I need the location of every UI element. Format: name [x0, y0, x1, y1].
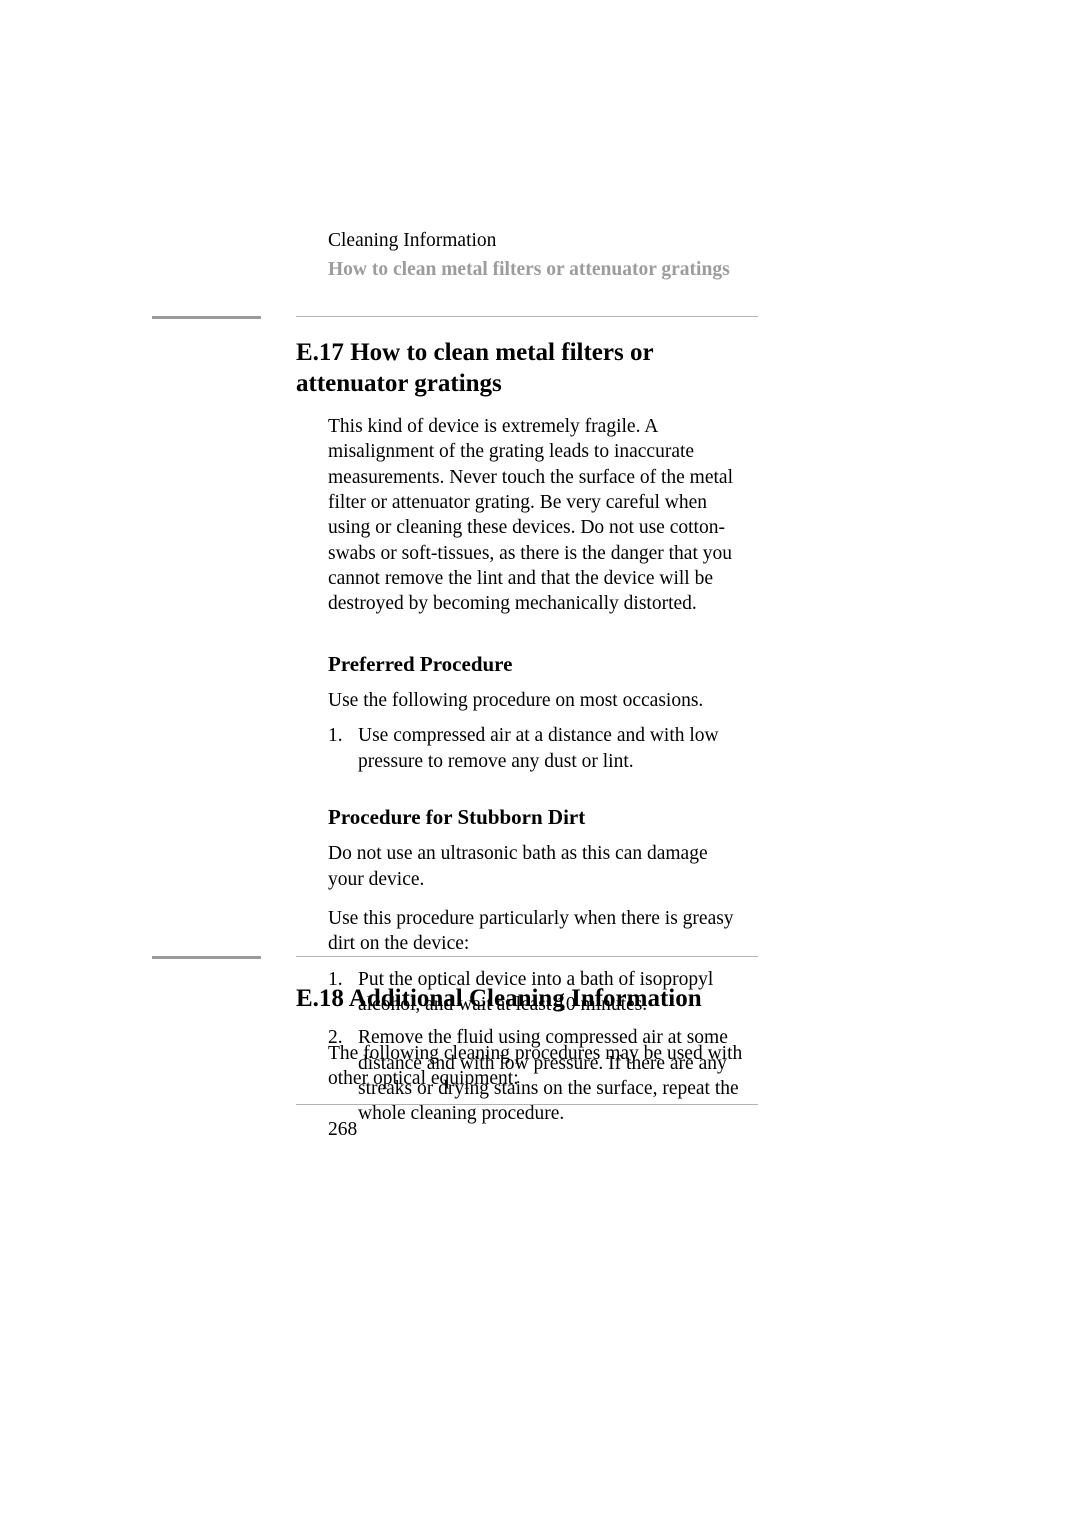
section-number: E.18 [296, 985, 344, 1012]
running-header: Cleaning Information How to clean metal … [328, 228, 730, 283]
section-title: Additional Cleaning Information [349, 985, 702, 1012]
section-rule [296, 316, 758, 317]
section-heading-e18: E.18 Additional Cleaning Information [296, 984, 756, 1015]
preferred-lead: Use the following procedure on most occa… [328, 688, 743, 713]
section-e17-body: This kind of device is extremely fragile… [328, 414, 743, 1135]
section-rule [296, 956, 758, 957]
preferred-heading: Preferred Procedure [328, 651, 743, 678]
header-chapter: Cleaning Information [328, 228, 730, 253]
section-e18-body: The following cleaning procedures may be… [328, 1041, 743, 1092]
stubborn-lead: Use this procedure particularly when the… [328, 906, 743, 957]
section-number: E.17 [296, 339, 344, 366]
footer-rule [296, 1104, 758, 1105]
intro-paragraph: The following cleaning procedures may be… [328, 1041, 743, 1092]
stubborn-heading: Procedure for Stubborn Dirt [328, 804, 743, 831]
section-heading-e17: E.17 How to clean metal filters or atten… [296, 338, 756, 399]
page: Cleaning Information How to clean metal … [0, 0, 1080, 1528]
section-tab [152, 316, 261, 319]
section-title: How to clean metal filters or attenuator… [296, 339, 653, 397]
list-item: 1. Use compressed air at a distance and … [358, 723, 743, 774]
list-marker: 1. [328, 723, 343, 748]
list-text: Use compressed air at a distance and wit… [358, 725, 719, 771]
stubborn-warn: Do not use an ultrasonic bath as this ca… [328, 841, 743, 892]
header-section: How to clean metal filters or attenuator… [328, 257, 730, 282]
intro-paragraph: This kind of device is extremely fragile… [328, 414, 743, 617]
page-number: 268 [328, 1117, 357, 1142]
preferred-steps: 1. Use compressed air at a distance and … [328, 723, 743, 774]
section-tab [152, 956, 261, 959]
